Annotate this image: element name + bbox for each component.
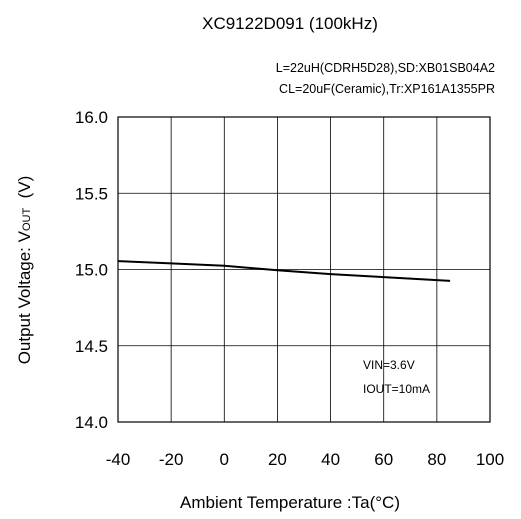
y-tick-label: 14.5	[75, 337, 108, 356]
condition-line-1: L=22uH(CDRH5D28),SD:XB01SB04A2	[276, 61, 495, 75]
chart-title: XC9122D091 (100kHz)	[202, 14, 378, 33]
x-axis-label: Ambient Temperature :Ta(°C)	[180, 493, 400, 512]
y-tick-label: 15.0	[75, 261, 108, 280]
y-axis-label: Output Voltage: VOUT (V)	[15, 176, 34, 365]
x-tick-label: -40	[106, 450, 131, 469]
x-tick-labels: -40 -20 0 20 40 60 80 100	[106, 450, 504, 469]
series-layer	[117, 260, 451, 282]
x-tick-label: 20	[268, 450, 287, 469]
x-tick-label: 80	[427, 450, 446, 469]
y-tick-label: 14.0	[75, 413, 108, 432]
y-tick-label: 16.0	[75, 108, 108, 127]
x-tick-label: 0	[220, 450, 229, 469]
grid	[118, 117, 490, 422]
x-tick-label: 40	[321, 450, 340, 469]
x-tick-label: 60	[374, 450, 393, 469]
series-line-1	[117, 260, 451, 282]
condition-line-2: CL=20uF(Ceramic),Tr:XP161A1355PR	[279, 82, 495, 96]
annotation-vin: VIN=3.6V	[363, 358, 415, 372]
y-tick-labels: 16.0 15.5 15.0 14.5 14.0	[75, 108, 108, 432]
annotation-iout: IOUT=10mA	[363, 382, 430, 396]
y-tick-label: 15.5	[75, 184, 108, 203]
x-tick-label: -20	[159, 450, 184, 469]
plot-frame	[117, 116, 491, 423]
x-tick-label: 100	[476, 450, 504, 469]
